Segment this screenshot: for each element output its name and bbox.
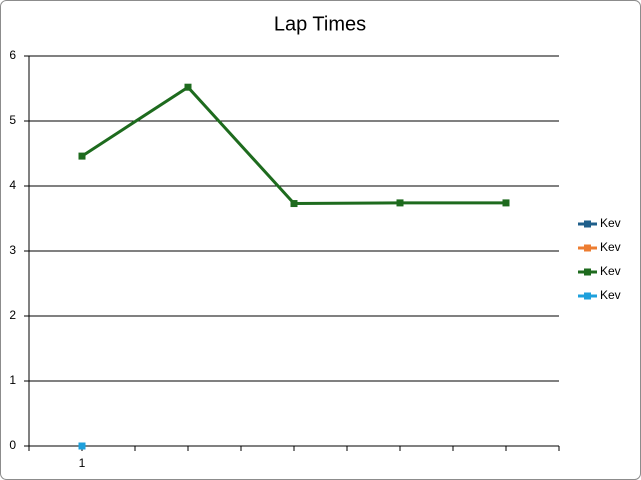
series-marker <box>290 200 298 208</box>
legend-label: Kev <box>600 216 621 230</box>
series-marker <box>78 442 86 450</box>
y-tick-label: 0 <box>9 438 16 452</box>
legend-marker <box>584 220 591 228</box>
series-marker <box>78 152 86 160</box>
legend-label: Kev <box>600 288 621 302</box>
y-tick-label: 6 <box>9 48 16 62</box>
y-tick-label: 5 <box>9 113 16 127</box>
y-tick-label: 1 <box>9 373 16 387</box>
series-marker <box>184 83 192 91</box>
legend-label: Kev <box>600 264 621 278</box>
legend-label: Kev <box>600 240 621 254</box>
y-tick-label: 4 <box>9 178 16 192</box>
series-marker <box>502 199 510 207</box>
legend-marker <box>584 268 591 276</box>
series-marker <box>396 199 404 207</box>
legend-marker <box>584 244 591 252</box>
y-tick-label: 3 <box>9 243 16 257</box>
chart-title: Lap Times <box>274 13 366 35</box>
x-tick-label: 1 <box>79 456 86 470</box>
y-tick-label: 2 <box>9 308 16 322</box>
legend-marker <box>584 292 591 300</box>
